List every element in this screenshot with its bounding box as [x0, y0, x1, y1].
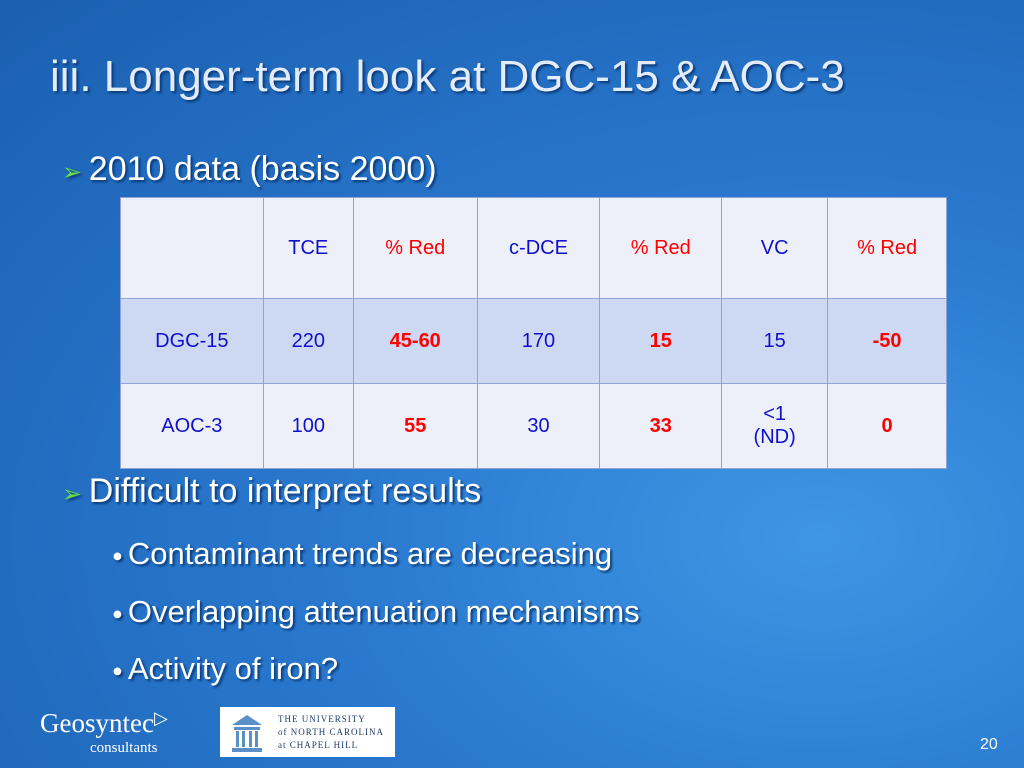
table-cell: 45-60 — [352, 298, 478, 384]
sub-bullet-text: Contaminant trends are decreasing — [127, 536, 613, 571]
table-cell: 33 — [599, 383, 723, 469]
table-cell: 170 — [476, 298, 601, 384]
header-cell: c-DCE — [476, 197, 601, 299]
university-line: at CHAPEL HILL — [278, 740, 359, 750]
header-cell: % Red — [599, 197, 723, 299]
table-cell: 55 — [352, 383, 478, 469]
table-cell: 0 — [827, 383, 947, 469]
table-cell: 220 — [262, 298, 354, 384]
table-cell: 30 — [476, 383, 601, 469]
sub-bullet: ● Activity of iron? — [112, 651, 338, 687]
bullet-dot: ● — [112, 545, 128, 566]
sub-bullet-text: Activity of iron? — [127, 651, 339, 686]
university-emblem — [232, 715, 262, 752]
bullet-text: Difficult to interpret results — [88, 472, 482, 510]
university-text: THE UNIVERSITY of NORTH CAROLINA at CHAPEL… — [278, 713, 384, 752]
university-line: THE UNIVERSITY — [278, 714, 366, 724]
logo: Geosyntec▷ — [40, 708, 168, 739]
table-cell: DGC-15 — [120, 298, 264, 384]
table-cell: AOC-3 — [120, 383, 264, 469]
header-row: TCE% Red c-DCE% Red VC% Red — [120, 197, 947, 299]
header-cell: VC — [721, 197, 829, 299]
header-cell: TCE — [262, 197, 354, 299]
header-cell: % Red — [352, 197, 478, 299]
table-row: DGC-15 220 45-60 170 15 15 -50 — [120, 298, 947, 384]
university-line: of NORTH CAROLINA — [278, 727, 384, 737]
bullet-arrow: ➢ — [62, 481, 89, 508]
sub-bullet: ● Contaminant trends are decreasing — [112, 536, 612, 572]
logo-text: Geosyntec — [40, 708, 154, 738]
table-cell: 100 — [262, 383, 354, 469]
table-cell: 15 — [721, 298, 829, 384]
bullet-text: 2010 data (basis 2000) — [88, 150, 437, 188]
slide-title: iii. Longer-term look at DGC-15 & AOC-3 — [50, 52, 845, 101]
bullet-dot: ● — [112, 660, 128, 681]
table-cell: <1 (ND) — [721, 383, 829, 469]
bullet: ➢ 2010 data (basis 2000) — [62, 150, 437, 189]
table-row: AOC-3 100 55 30 33 <1 (ND) 0 — [120, 383, 947, 469]
bullet-arrow: ➢ — [62, 159, 89, 186]
table-cell: 15 — [599, 298, 723, 384]
page-number: 20 — [980, 736, 998, 753]
sub-bullet-text: Overlapping attenuation mechanisms — [127, 594, 640, 629]
bullet-dot: ● — [112, 603, 128, 624]
data-table: TCE% Red c-DCE% Red VC% Red DGC-15 220 45-60 1… — [120, 197, 947, 469]
university-logo: THE UNIVERSITY of NORTH CAROLINA at CHAPEL… — [220, 707, 395, 757]
bullet: ➢ Difficult to interpret results — [62, 472, 481, 511]
table-cell: -50 — [827, 298, 947, 384]
header-cell — [120, 197, 264, 299]
logo-mark: ▷ — [153, 708, 168, 728]
logo-sub: consultants — [90, 740, 158, 756]
header-cell: % Red — [827, 197, 947, 299]
sub-bullet: ● Overlapping attenuation mechanisms — [112, 594, 640, 630]
